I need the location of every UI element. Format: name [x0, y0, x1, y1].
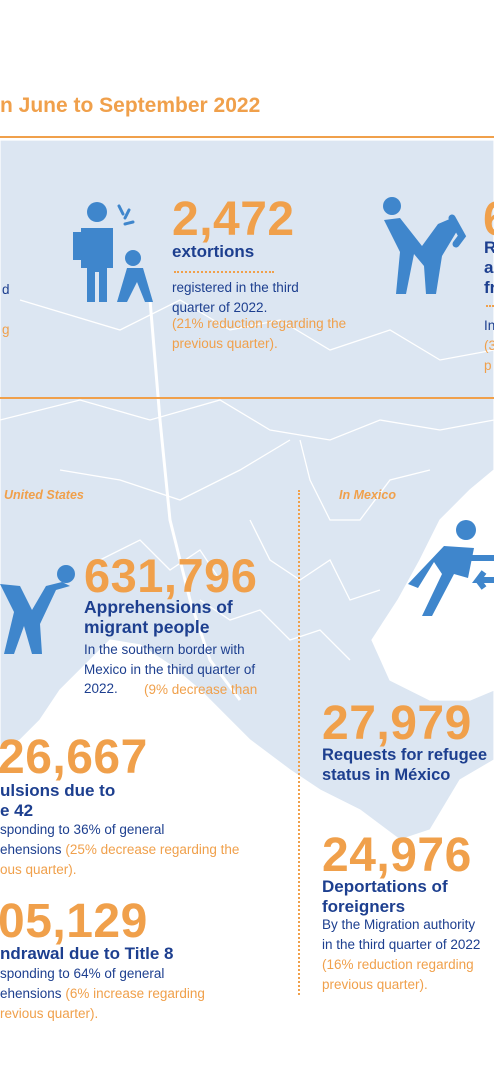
left-partial-text-2: g	[2, 322, 10, 337]
apprehension-icon	[0, 565, 75, 654]
expulsions-label-2: e 42	[0, 801, 34, 820]
withdrawal-text-1: sponding to 64% of general	[0, 966, 165, 981]
map-borders	[0, 299, 494, 661]
withdrawal-note-2: revious quarter).	[0, 1006, 99, 1021]
region-label-mexico: In Mexico	[339, 488, 396, 502]
expulsions-note-2: ous quarter).	[0, 862, 77, 877]
extortion-icon	[73, 202, 153, 302]
expulsions-note-1: (25% decrease regarding the	[65, 842, 240, 857]
map-landmass	[0, 139, 494, 841]
deportations-note-1: (16% reduction regarding	[322, 957, 474, 972]
title-underline	[0, 136, 494, 138]
expulsions-text-2: ehensions (25% decrease regarding the	[0, 840, 239, 860]
apprehensions-number: 631,796	[84, 549, 258, 602]
withdrawal-number: 05,129	[0, 895, 148, 948]
deportations-number: 24,976	[322, 829, 472, 882]
extortions-divider	[174, 271, 274, 273]
refugee-number: 27,979	[322, 697, 472, 750]
deportations-text-1: By the Migration authority	[322, 917, 476, 932]
extortions-label: extortions	[172, 242, 255, 261]
refugee-label-1: Requests for refugee	[322, 746, 488, 764]
assault-icon	[383, 197, 467, 294]
deportations-label-1: Deportations of	[322, 877, 448, 896]
section-divider	[0, 397, 494, 399]
expulsions-text-2-main: ehensions	[0, 842, 62, 857]
left-partial-text-1: d	[2, 282, 10, 297]
column-divider	[298, 490, 300, 995]
right-top-label-3: fr	[484, 278, 494, 297]
page-title: n June to September 2022	[0, 94, 261, 117]
apprehensions-text: In the southern border with Mexico in th…	[84, 642, 256, 697]
right-top-text-2: (3	[484, 338, 494, 353]
refugee-label-2: status in México	[322, 766, 451, 784]
deportations-text-2: in the third quarter of 2022	[322, 937, 481, 952]
region-label-us: United States	[4, 488, 84, 502]
extortions-note: (21% reduction regarding the previous qu…	[172, 316, 347, 351]
right-top-text-3: p	[484, 358, 492, 373]
apprehensions-label: Apprehensions of migrant people	[84, 597, 233, 637]
expulsions-text-1: sponding to 36% of general	[0, 822, 165, 837]
right-top-text-1: In	[484, 318, 494, 333]
right-top-label-1: R	[484, 238, 494, 257]
withdrawal-text-2-main: ehensions	[0, 986, 62, 1001]
deportations-note-2: previous quarter).	[322, 977, 428, 992]
extortions-number: 2,472	[172, 193, 295, 246]
withdrawal-text-2: ehensions (6% increase regarding	[0, 984, 205, 1004]
withdrawal-note-1: (6% increase regarding	[65, 986, 205, 1001]
withdrawal-label: ndrawal due to Title 8	[0, 944, 174, 963]
right-top-label-2: a	[484, 258, 494, 277]
expulsions-number: 26,667	[0, 731, 148, 784]
deportation-icon	[408, 520, 494, 616]
deportations-label-2: foreigners	[322, 897, 406, 916]
right-top-number: 6	[483, 196, 494, 244]
right-top-divider	[486, 305, 494, 307]
apprehensions-note: (9% decrease than	[144, 682, 258, 697]
expulsions-label-1: ulsions due to	[0, 781, 116, 800]
extortions-text: registered in the third quarter of 2022.	[172, 280, 299, 315]
